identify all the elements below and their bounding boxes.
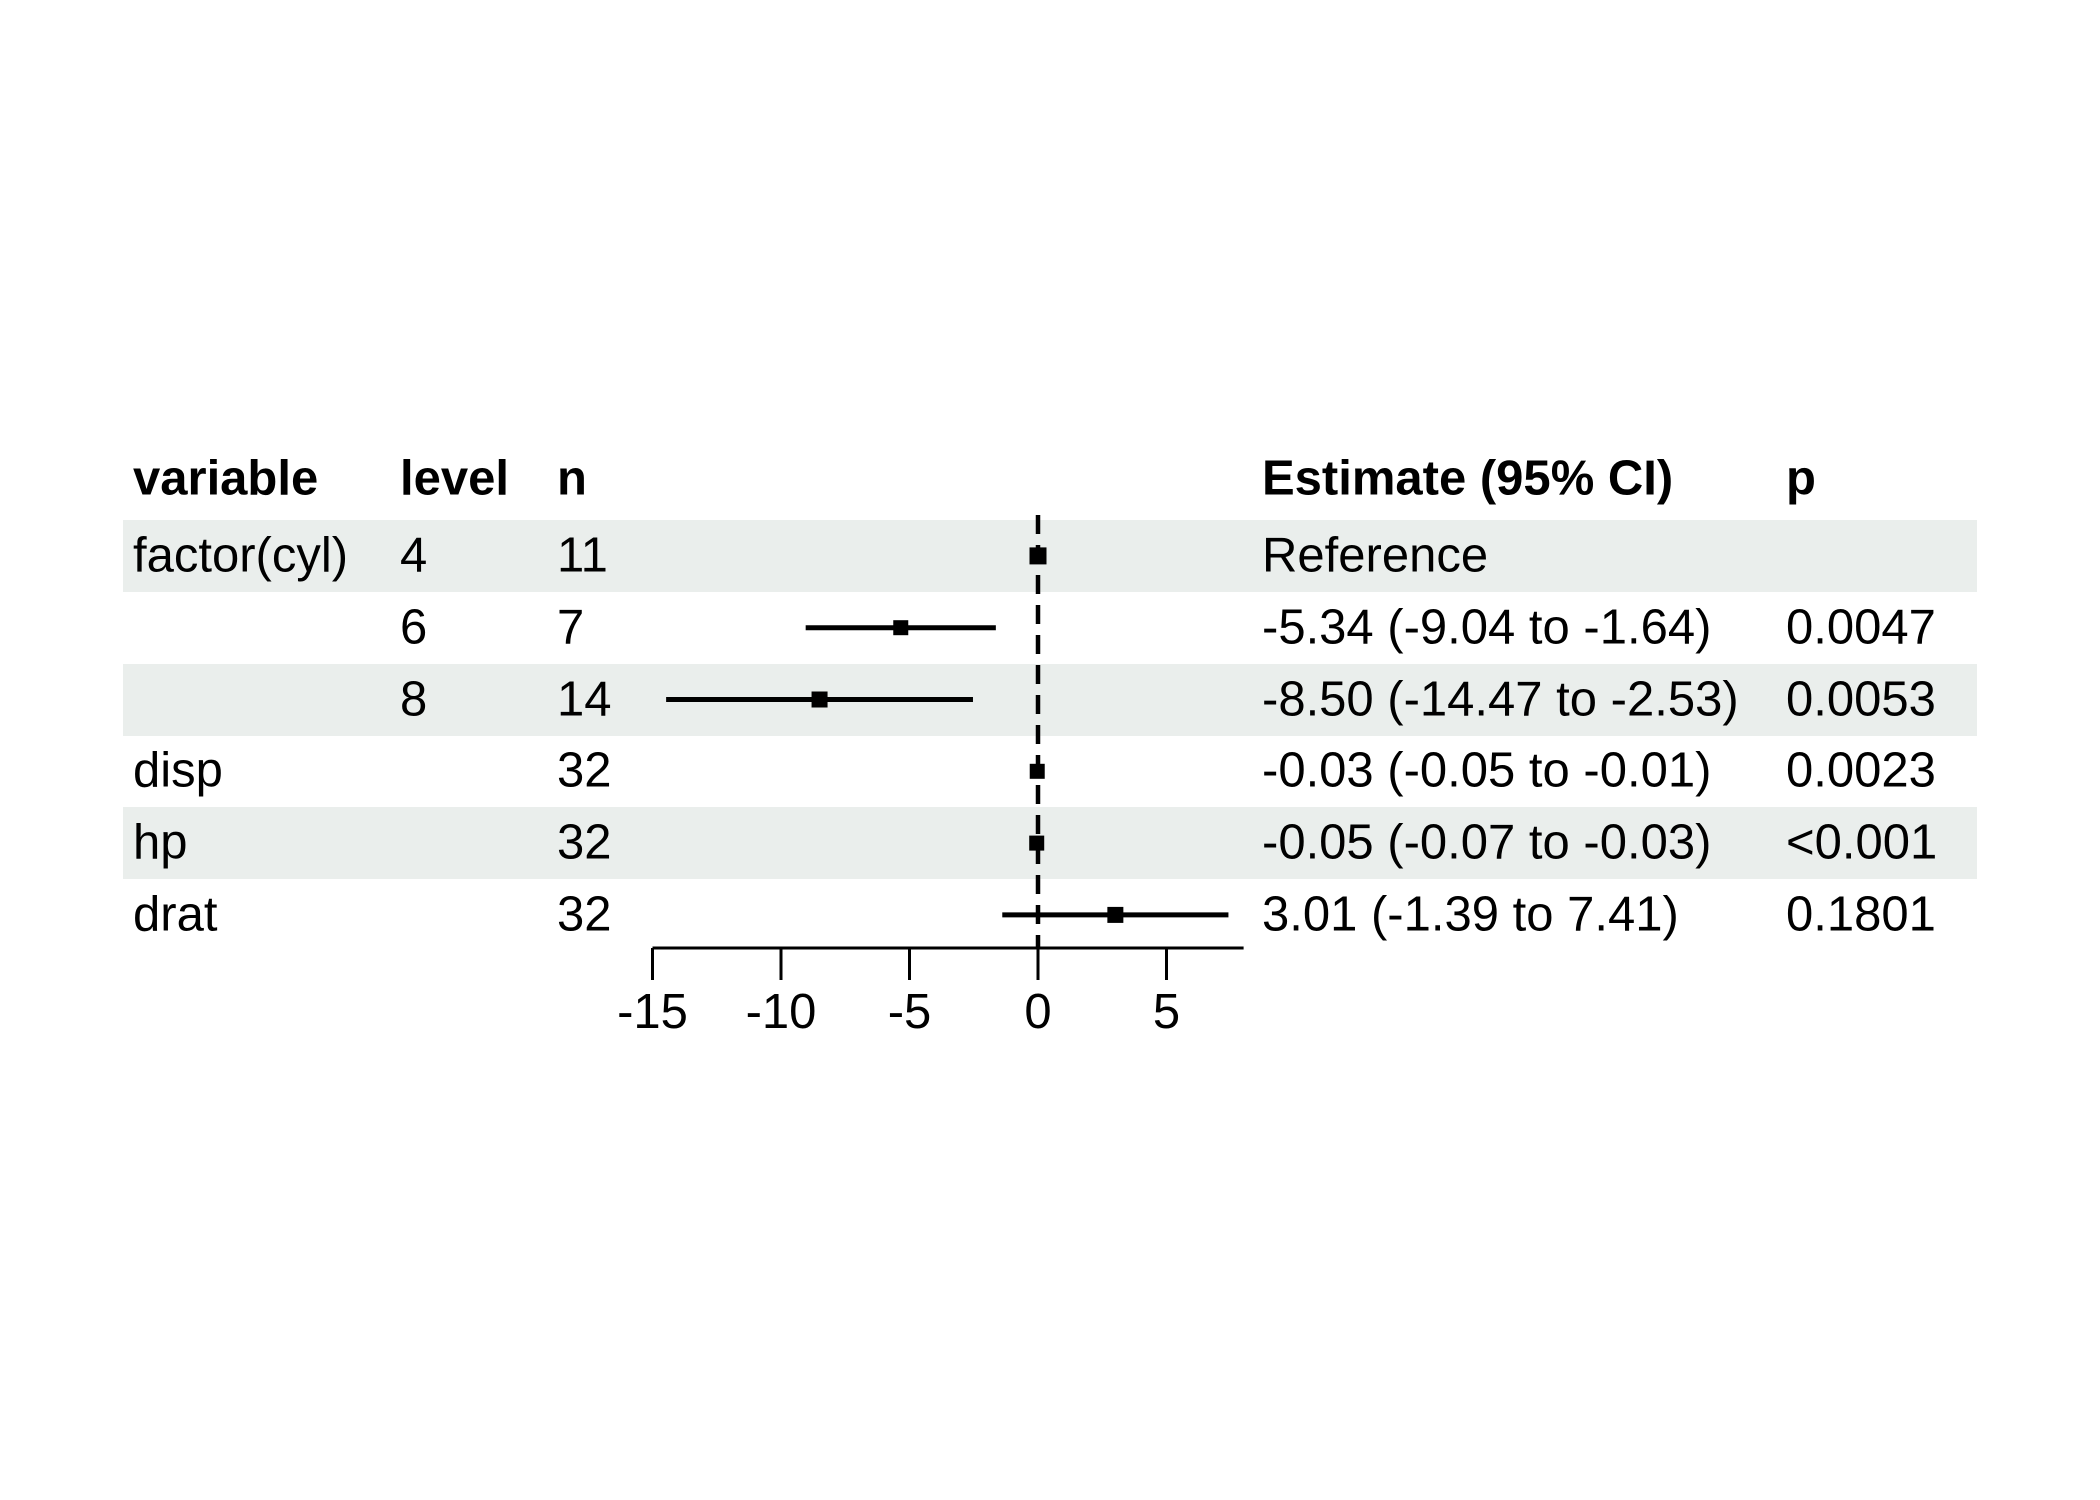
- cell-estimate: 3.01 (-1.39 to 7.41): [1262, 887, 1679, 942]
- cell-p: 0.1801: [1786, 887, 1936, 942]
- cell-variable: factor(cyl): [133, 528, 349, 583]
- cell-level: 4: [400, 528, 428, 583]
- cell-n: 14: [557, 672, 612, 727]
- cell-level: 6: [400, 600, 428, 655]
- column-header-p: p: [1786, 451, 1816, 506]
- cell-estimate: -0.03 (-0.05 to -0.01): [1262, 743, 1712, 798]
- cell-n: 32: [557, 815, 612, 870]
- column-header-level: level: [400, 451, 509, 506]
- column-header-estimate: Estimate (95% CI): [1262, 451, 1674, 506]
- cell-estimate: Reference: [1262, 528, 1489, 583]
- table-header-row: variable level n Estimate (95% CI) p: [123, 443, 1977, 515]
- cell-variable: drat: [133, 887, 218, 942]
- cell-variable: disp: [133, 743, 223, 798]
- column-header-n: n: [557, 451, 587, 506]
- table-row: drat 32 3.01 (-1.39 to 7.41) 0.1801: [123, 879, 1977, 951]
- table-row: disp 32 -0.03 (-0.05 to -0.01) 0.0023: [123, 735, 1977, 807]
- cell-p: 0.0053: [1786, 672, 1936, 727]
- x-axis-tick-label: -5: [888, 985, 932, 1039]
- cell-estimate: -0.05 (-0.07 to -0.03): [1262, 815, 1712, 870]
- cell-variable: hp: [133, 815, 188, 870]
- cell-p: 0.0047: [1786, 600, 1936, 655]
- x-axis-tick-label: 5: [1153, 985, 1180, 1039]
- cell-n: 7: [557, 600, 585, 655]
- cell-estimate: -5.34 (-9.04 to -1.64): [1262, 600, 1712, 655]
- cell-n: 11: [557, 528, 608, 583]
- table-row: hp 32 -0.05 (-0.07 to -0.03) <0.001: [123, 807, 1977, 880]
- cell-n: 32: [557, 743, 612, 798]
- cell-level: 8: [400, 672, 428, 727]
- cell-n: 32: [557, 887, 612, 942]
- x-axis-tick-label: -15: [617, 985, 688, 1039]
- x-axis-tick-label: -10: [746, 985, 817, 1039]
- column-header-variable: variable: [133, 451, 319, 506]
- cell-p: 0.0023: [1786, 743, 1936, 798]
- x-axis-tick-label: 0: [1024, 985, 1051, 1039]
- table-row: 6 7 -5.34 (-9.04 to -1.64) 0.0047: [123, 592, 1977, 664]
- cell-p: <0.001: [1786, 815, 1938, 870]
- table-row: factor(cyl) 4 11 Reference: [123, 520, 1977, 592]
- cell-estimate: -8.50 (-14.47 to -2.53): [1262, 672, 1739, 727]
- table-row: 8 14 -8.50 (-14.47 to -2.53) 0.0053: [123, 663, 1977, 736]
